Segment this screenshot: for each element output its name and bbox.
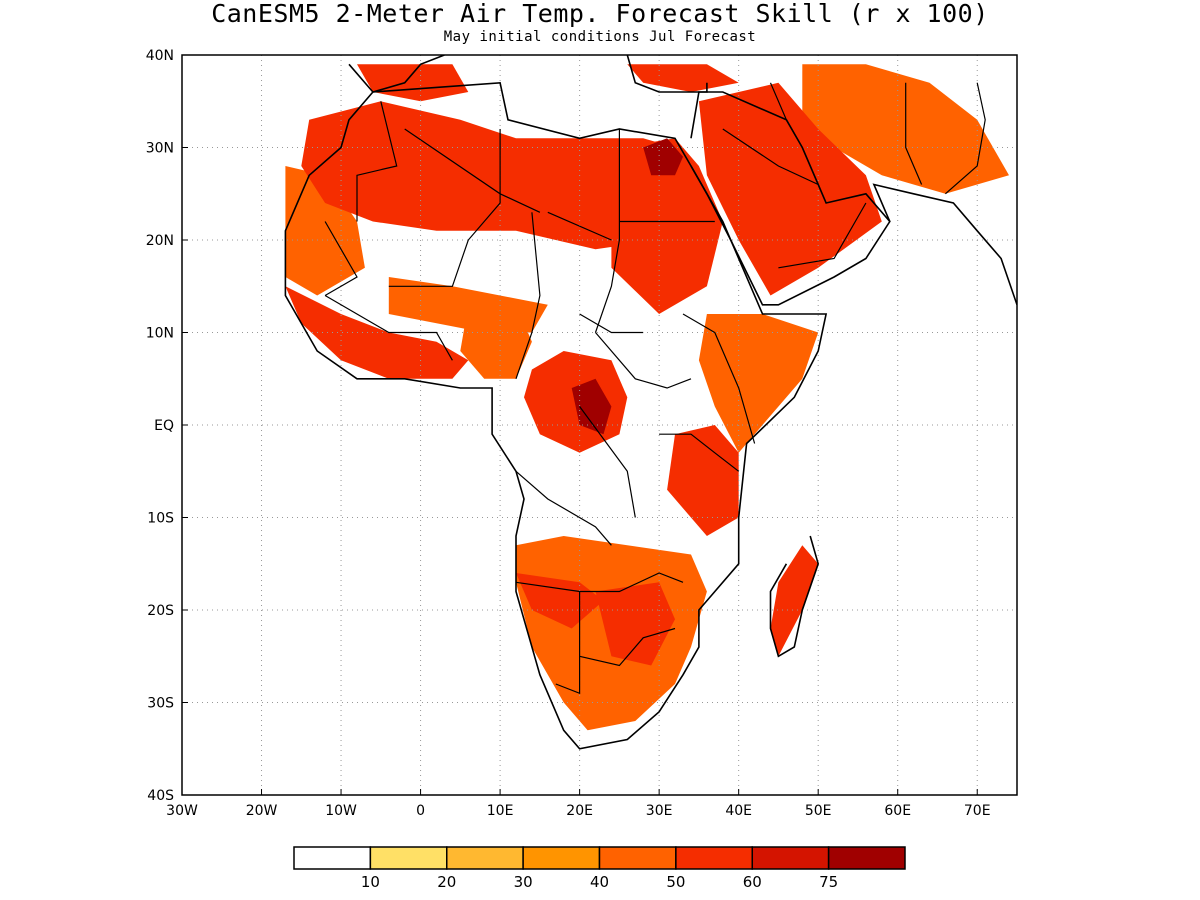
colorbar-swatch: [751, 846, 830, 870]
x-tick-label: 10W: [325, 803, 357, 819]
colorbar-swatch: [598, 846, 677, 870]
colorbar-swatch: [446, 846, 524, 870]
map-subtitle: May initial conditions Jul Forecast: [443, 29, 757, 45]
skill-region-nigeria-cameroon: [460, 304, 532, 379]
country-border: [778, 202, 867, 269]
x-tick-label: 30W: [166, 803, 198, 819]
skill-fill-layer: [285, 64, 1009, 731]
country-border: [547, 211, 612, 241]
coastline-madagascar-coast: [769, 535, 820, 658]
colorbar-label: 75: [819, 873, 838, 891]
x-tick-label: 20E: [566, 803, 593, 819]
skill-region-egypt-core: [643, 138, 683, 176]
country-border: [515, 572, 684, 593]
y-tick-label: EQ: [154, 418, 174, 434]
country-border: [682, 313, 756, 444]
colorbar-label: 20: [437, 873, 456, 891]
x-tick-label: 20W: [246, 803, 278, 819]
y-tick-label: 10S: [147, 511, 174, 527]
country-border: [595, 332, 692, 389]
country-border: [515, 212, 541, 379]
country-border: [579, 406, 636, 518]
country-border: [579, 313, 644, 334]
skill-region-horn-of-africa: [698, 314, 819, 453]
coastline-turkey-coast: [626, 55, 708, 93]
y-tick-label: 10N: [146, 326, 174, 342]
country-border: [555, 591, 581, 695]
skill-region-mediterranean-north: [357, 64, 469, 102]
x-tick-label: 30E: [646, 803, 673, 819]
coastlines: [284, 55, 1017, 750]
colorbar-label: 10: [361, 873, 380, 891]
skill-region-east-africa: [667, 425, 739, 536]
x-tick-label: 40E: [725, 803, 752, 819]
country-border: [356, 101, 398, 222]
coastline-asia-coast: [872, 183, 1017, 306]
axis-ticks: 30W 20W 10W 0 10E 20E 30E 40E 50E 60E 70E 40N 30N 20N…: [146, 48, 991, 819]
y-tick-label: 40S: [147, 788, 174, 804]
colorbar-swatch: [827, 846, 906, 870]
x-tick-label: 70E: [964, 803, 991, 819]
skill-region-madagascar: [770, 545, 819, 657]
colorbar-swatch: [369, 846, 448, 870]
x-tick-label: 10E: [487, 803, 514, 819]
map-title: CanESM5 2-Meter Air Temp. Forecast Skill…: [211, 0, 989, 28]
coastline-europe-coast: [348, 55, 445, 93]
skill-region-angola-namibia: [516, 573, 604, 629]
country-border: [324, 294, 453, 361]
skill-region-western-sahara: [285, 166, 365, 296]
x-tick-label: 50E: [805, 803, 832, 819]
x-tick-label: 0: [416, 803, 425, 819]
country-border: [515, 470, 612, 546]
colorbar-label: 40: [590, 873, 609, 891]
skill-region-arabia: [698, 82, 882, 296]
colorbar-label: 50: [666, 873, 685, 891]
country-border: [579, 627, 676, 667]
skill-region-botswana-zimbabwe: [595, 582, 675, 666]
colorbar-label: 60: [743, 873, 762, 891]
y-tick-label: 30S: [147, 696, 174, 712]
skill-region-turkey: [627, 64, 739, 92]
country-border: [659, 433, 740, 472]
coastline-arabia-coast: [690, 91, 891, 306]
skill-region-egypt-sudan: [611, 138, 723, 314]
y-tick-label: 40N: [146, 48, 174, 64]
x-tick-label: 60E: [884, 803, 911, 819]
colorbar: 10 20 30 40 50 60 75: [293, 846, 906, 891]
country-border: [722, 128, 819, 186]
country-border: [388, 129, 501, 287]
country-border: [324, 221, 358, 297]
country-borders: [324, 82, 986, 695]
colorbar-swatch: [293, 846, 372, 870]
skill-region-congo-core: [571, 378, 612, 435]
y-tick-label: 20S: [147, 603, 174, 619]
skill-region-west-africa-coast: [285, 286, 469, 379]
y-tick-label: 30N: [146, 141, 174, 157]
country-border: [945, 82, 986, 195]
colorbar-swatch: [522, 846, 601, 870]
y-tick-label: 20N: [146, 233, 174, 249]
colorbar-label: 30: [514, 873, 533, 891]
country-border: [905, 82, 923, 185]
country-border: [594, 129, 621, 333]
colorbar-swatch: [675, 846, 753, 870]
